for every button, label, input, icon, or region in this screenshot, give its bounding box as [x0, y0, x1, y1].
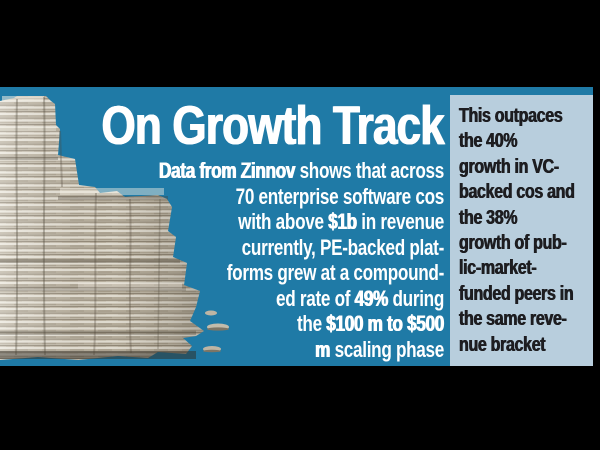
sidebar-line: funded peers in — [459, 282, 574, 305]
sidebar-line: the same reve- — [459, 308, 567, 331]
body-text-segment: in revenue — [356, 209, 444, 234]
body-text-line: 70 enterprise software cos — [98, 183, 445, 210]
body-text-segment: Data from Zinnov — [159, 158, 296, 183]
paper-stack-image — [0, 96, 229, 360]
body-text-segment: forms grew at a compound- — [226, 260, 445, 285]
body-text-line: with above $1b in revenue — [98, 209, 444, 235]
body-text-segment: with above — [238, 209, 329, 234]
sidebar-line: growth in VC- — [459, 155, 559, 178]
body-text-segment: currently, PE-backed plat- — [241, 234, 445, 260]
body-text: Data from Zinnov shows that across 70 en… — [0, 158, 444, 362]
letterbox-top — [0, 0, 600, 87]
sidebar-line: nue bracket — [459, 333, 546, 356]
sidebar-line: the 38% — [459, 206, 518, 229]
sidebar-note-box — [450, 95, 593, 366]
body-text-segment: m — [315, 336, 331, 362]
sidebar-note: This outpaces the 40% growth in VC- back… — [459, 104, 591, 358]
body-text-segment: the — [296, 311, 327, 336]
body-text-segment: 70 enterprise software cos — [235, 183, 445, 209]
body-text-line: forms grew at a compound- — [98, 260, 445, 286]
body-text-segment: ed rate of — [276, 285, 355, 311]
sidebar-line: backed cos and — [459, 181, 575, 204]
right-black-strip — [593, 87, 600, 366]
body-text-line: the $100 m to $500 — [98, 311, 444, 337]
sidebar-line: This outpaces — [459, 105, 563, 127]
body-text-line: currently, PE-backed plat- — [98, 234, 445, 261]
body-text-line: m scaling phase — [98, 337, 444, 363]
body-text-line: Data from Zinnov shows that across — [98, 158, 444, 184]
sidebar-line: lic-market- — [459, 257, 537, 280]
sidebar-line: the 40% — [459, 130, 518, 153]
headline: On Growth Track — [101, 94, 445, 156]
body-text-segment: shows that across — [295, 158, 445, 183]
letterbox-bottom — [0, 366, 600, 450]
body-text-segment: $100 m to $500 — [326, 311, 444, 336]
sidebar-line: growth of pub- — [459, 232, 567, 255]
body-text-segment: 49% — [354, 285, 389, 311]
body-text-line: ed rate of 49% during — [98, 286, 444, 312]
body-text-segment: $1b — [328, 209, 357, 234]
body-text-segment: during — [388, 285, 444, 311]
body-text-segment: scaling phase — [330, 336, 445, 362]
